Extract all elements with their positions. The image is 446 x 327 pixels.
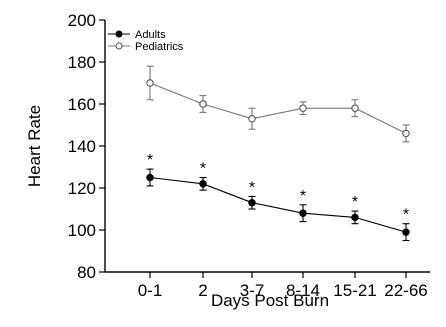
data-point: [248, 114, 256, 123]
y-tick-label: 140: [68, 137, 96, 156]
series-adults: * * * * * *: [146, 152, 410, 242]
significance-marker: *: [352, 194, 358, 211]
y-axis-title: Heart Rate: [25, 105, 44, 187]
series-line: [149, 176, 407, 233]
data-point: [146, 173, 154, 182]
y-tick-label: 120: [68, 179, 96, 198]
data-point: [199, 100, 207, 108]
series-pediatrics: [146, 65, 410, 143]
data-point: [351, 213, 359, 222]
y-ticks: 80 100 120 140 160 180 200: [68, 11, 105, 282]
x-tick-label: 0-1: [138, 281, 163, 300]
x-axis-title: Days Post Burn: [211, 291, 329, 310]
x-tick-label: 15-21: [333, 281, 376, 300]
x-tick-label: 2: [198, 281, 207, 300]
significance-marker: *: [249, 179, 255, 196]
axes: [104, 20, 430, 273]
y-tick-label: 160: [68, 95, 96, 114]
data-point: [299, 209, 307, 217]
x-tick-label: 22-66: [384, 281, 427, 300]
data-point: [402, 129, 410, 138]
data-point: [146, 79, 154, 87]
series-line: [149, 82, 407, 134]
series-layer: * * * * * *: [146, 65, 410, 242]
y-tick-label: 200: [68, 11, 96, 30]
x-tick-label: 3-7: [240, 281, 265, 300]
significance-marker: *: [300, 188, 306, 205]
legend-label: Adults: [135, 29, 166, 41]
legend-marker: [115, 42, 123, 50]
x-tick-label: 8-14: [286, 281, 320, 300]
significance-marker: *: [200, 161, 206, 178]
data-point: [299, 104, 307, 112]
data-point: [351, 104, 359, 112]
data-point: [248, 198, 256, 207]
significance-marker: *: [403, 207, 409, 224]
data-point: [402, 228, 410, 236]
y-tick-label: 100: [68, 221, 96, 240]
significance-marker: *: [147, 152, 153, 169]
data-point: [199, 180, 207, 188]
legend-marker: [115, 30, 123, 38]
y-tick-label: 80: [77, 263, 96, 282]
y-tick-label: 180: [68, 53, 96, 72]
legend-label: Pediatrics: [135, 41, 184, 53]
x-ticks: 0-1 2 3-7 8-14 15-21 22-66: [138, 272, 428, 300]
